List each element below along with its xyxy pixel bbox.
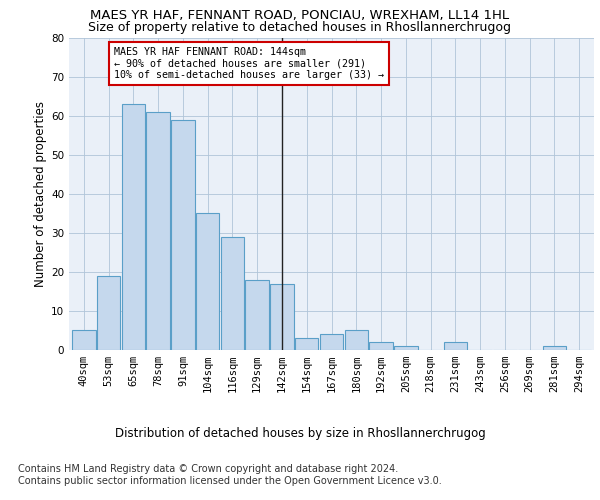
Bar: [245, 280, 269, 350]
Bar: [344, 330, 368, 350]
Bar: [369, 342, 393, 350]
Bar: [221, 236, 244, 350]
Bar: [394, 346, 418, 350]
Bar: [443, 342, 467, 350]
Y-axis label: Number of detached properties: Number of detached properties: [34, 101, 47, 287]
Bar: [171, 120, 194, 350]
Bar: [270, 284, 294, 350]
Bar: [146, 112, 170, 350]
Bar: [196, 214, 220, 350]
Bar: [97, 276, 121, 350]
Text: Distribution of detached houses by size in Rhosllannerchrugog: Distribution of detached houses by size …: [115, 428, 485, 440]
Text: Size of property relative to detached houses in Rhosllannerchrugog: Size of property relative to detached ho…: [89, 22, 511, 35]
Bar: [542, 346, 566, 350]
Text: MAES YR HAF FENNANT ROAD: 144sqm
← 90% of detached houses are smaller (291)
10% : MAES YR HAF FENNANT ROAD: 144sqm ← 90% o…: [113, 48, 383, 80]
Bar: [320, 334, 343, 350]
Bar: [295, 338, 319, 350]
Text: MAES YR HAF, FENNANT ROAD, PONCIAU, WREXHAM, LL14 1HL: MAES YR HAF, FENNANT ROAD, PONCIAU, WREX…: [91, 9, 509, 22]
Bar: [72, 330, 95, 350]
Text: Contains public sector information licensed under the Open Government Licence v3: Contains public sector information licen…: [18, 476, 442, 486]
Bar: [122, 104, 145, 350]
Text: Contains HM Land Registry data © Crown copyright and database right 2024.: Contains HM Land Registry data © Crown c…: [18, 464, 398, 474]
